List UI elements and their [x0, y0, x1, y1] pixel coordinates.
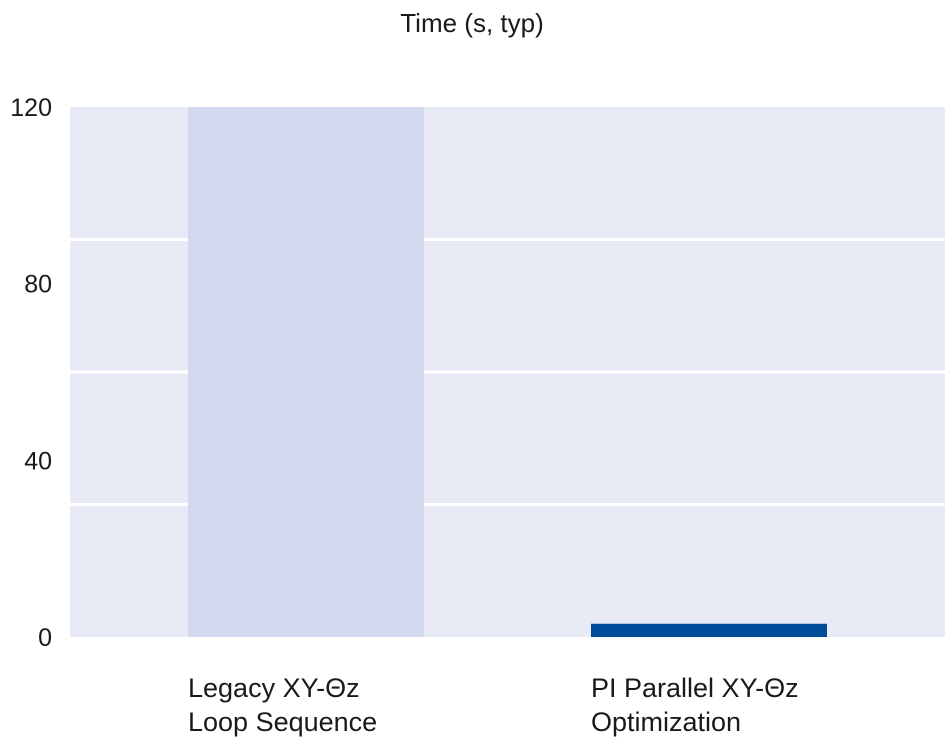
x-category-label: Legacy XY-Θz Loop Sequence: [188, 673, 377, 737]
bar: [591, 623, 827, 637]
y-tick-label: 80: [24, 271, 52, 299]
y-tick-label: 0: [38, 624, 52, 652]
y-tick-label: 120: [10, 94, 52, 122]
x-category-label: PI Parallel XY-Θz Optimization: [591, 673, 799, 737]
x-axis-labels: Legacy XY-Θz Loop Sequence PI Parallel XY-…: [188, 673, 799, 737]
y-axis-ticks: 0 40 80 120: [10, 94, 52, 652]
bars: [188, 107, 827, 637]
y-tick-label: 40: [24, 447, 52, 475]
chart-title: Time (s, typ): [400, 8, 543, 38]
bar: [188, 107, 424, 637]
